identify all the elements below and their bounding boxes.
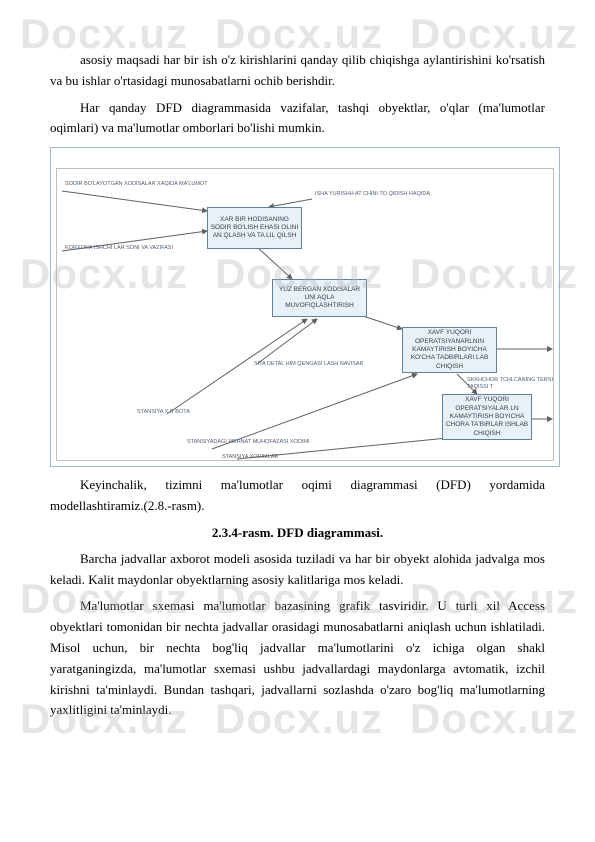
paragraph-4: Barcha jadvallar axborot modeli asosida …	[50, 549, 545, 591]
dfd-label-2: KORXONA ISHCHI LAR SONI VA VAZIFASI	[65, 245, 173, 252]
paragraph-2: Har qanday DFD diagrammasida vazifalar, …	[50, 98, 545, 140]
dfd-label-1: SODIR BO'LAYOTGAN XODISALAR XAQIDA MA'LU…	[65, 181, 208, 188]
dfd-box-2: YUZ BERGAN XODISALAR UNI AQLA MUVOFIQLAS…	[272, 279, 367, 317]
paragraph-1: asosiy maqsadi har bir ish o'z kirishlar…	[50, 50, 545, 92]
dfd-label-5: STANSIYADAGI MEHNAT MUHOFAZASI XODIMI	[187, 439, 309, 446]
dfd-label-8: SKKHCHOR TCHLCANING TERSI TAQISSI T	[467, 377, 553, 390]
dfd-label-4: SITA DETAL HIM QENGASI LASH NAVISAR	[254, 361, 364, 368]
figure-caption: 2.3.4-rasm. DFD diagrammasi.	[50, 525, 545, 541]
diagram-canvas: XAR BIR HODISANING SODIR BO'LISH EHASI O…	[56, 168, 554, 461]
paragraph-3: Keyinchalik, tizimni ma'lumotlar oqimi d…	[50, 475, 545, 517]
dfd-box-1: XAR BIR HODISANING SODIR BO'LISH EHASI O…	[207, 207, 302, 249]
page-content: asosiy maqsadi har bir ish o'z kirishlar…	[0, 0, 595, 757]
dfd-box-3: XAVF YUQORI OPERATSIYANARLNIN KAMAYTIRIS…	[402, 327, 497, 373]
dfd-label-6: STANSIYA XODIMLAR	[222, 454, 278, 461]
dfd-label-7: ISHA YURISHH AT CHINI TO QIDISH HAQIDA	[315, 191, 430, 198]
dfd-box-4: XAVF YUQORI OPERATSIYALAR LN KAMAYTIRISH…	[442, 394, 532, 440]
dfd-diagram: XAR BIR HODISANING SODIR BO'LISH EHASI O…	[50, 147, 560, 467]
paragraph-5: Ma'lumotlar sxemasi ma'lumotlar bazasini…	[50, 596, 545, 721]
dfd-label-3: STANSIYA X R BOTA	[137, 409, 190, 416]
